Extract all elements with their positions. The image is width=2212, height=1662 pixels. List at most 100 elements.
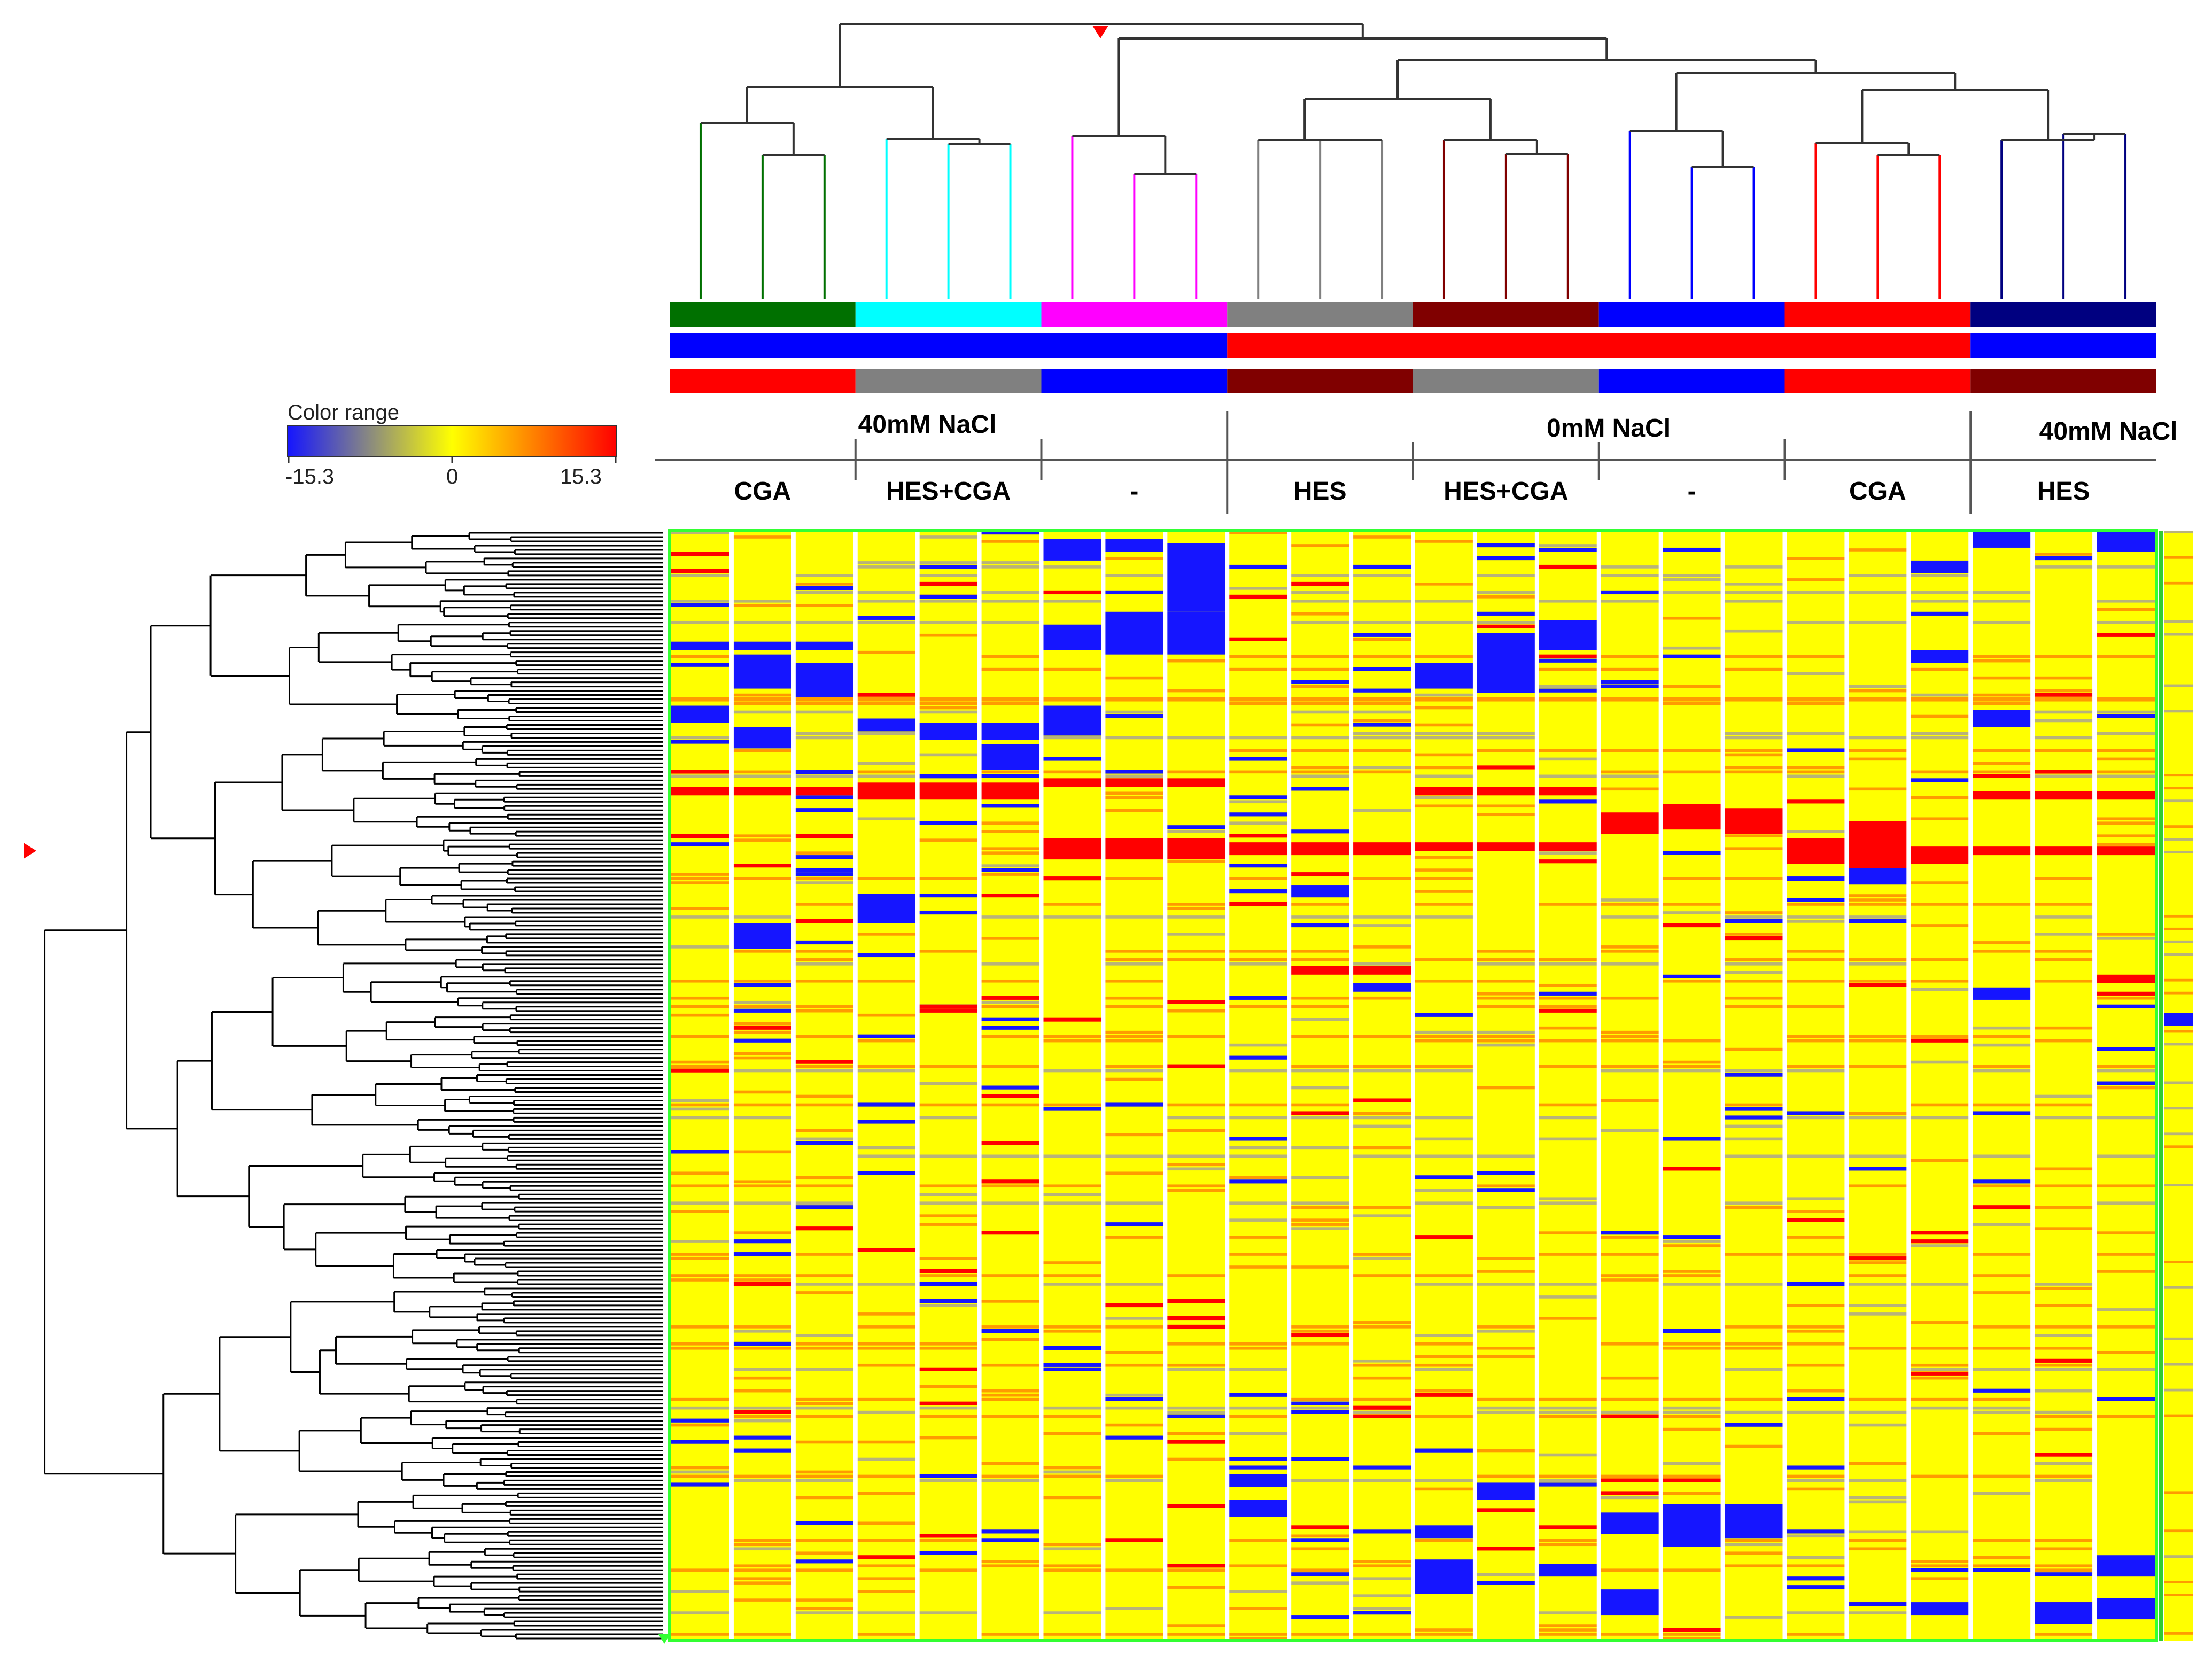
heatmap-cell xyxy=(1351,996,1413,1000)
heatmap-cell xyxy=(979,1231,1042,1235)
heatmap-cell xyxy=(855,770,918,774)
heatmap-cell xyxy=(1351,1465,1413,1470)
heatmap-cell xyxy=(1784,578,1847,581)
heatmap-cell xyxy=(670,1568,732,1572)
heatmap-cell xyxy=(1846,979,1909,983)
heatmap-cell xyxy=(1041,1346,1104,1350)
heatmap-cell xyxy=(1784,1304,1847,1307)
heatmap-cell xyxy=(1289,950,1352,953)
heatmap-cell xyxy=(979,894,1042,898)
heatmap-cell xyxy=(1846,1112,1909,1115)
heatmap-cell xyxy=(1536,1525,1599,1529)
heatmap-cell xyxy=(855,591,918,594)
heatmap-cell xyxy=(1970,770,2033,774)
heatmap-cell xyxy=(1784,620,1847,624)
heatmap-cell xyxy=(731,1568,794,1572)
heatmap-cell xyxy=(979,1085,1042,1090)
heatmap-cell xyxy=(793,1205,856,1209)
heatmap-cell xyxy=(1227,1179,1290,1184)
heatmap-cell xyxy=(670,774,732,778)
heatmap-cell xyxy=(1784,1397,1847,1401)
heatmap-cell xyxy=(1227,564,1290,569)
heatmap-cell xyxy=(979,1017,1042,1021)
heatmap-cell xyxy=(855,1171,918,1175)
heatmap-block xyxy=(1413,697,1475,702)
column-separator xyxy=(1225,531,1230,1641)
heatmap-block xyxy=(1103,838,1166,860)
heatmap-cell xyxy=(1041,1406,1104,1410)
heatmap-cell xyxy=(1908,1363,1971,1367)
side-strip-cell xyxy=(2164,1145,2193,1148)
heatmap-cell xyxy=(1227,902,1290,906)
heatmap-cell xyxy=(2032,1363,2095,1367)
heatmap-cell xyxy=(731,979,794,983)
heatmap-cell xyxy=(1289,829,1352,834)
heatmap-cell xyxy=(1722,591,1785,594)
heatmap-cell xyxy=(979,915,1042,919)
heatmap-cell xyxy=(1536,983,1599,987)
heatmap-cell xyxy=(855,1039,918,1043)
heatmap-block xyxy=(1041,624,1104,650)
heatmap-cell xyxy=(731,1415,794,1418)
heatmap-cell xyxy=(1536,1283,1599,1286)
heatmap-cell xyxy=(731,1069,794,1073)
heatmap-cell xyxy=(1165,860,1228,863)
heatmap-cell xyxy=(979,774,1042,778)
heatmap-cell xyxy=(1413,600,1475,603)
heatmap-cell xyxy=(1351,1376,1413,1380)
heatmap-cell xyxy=(2094,1081,2156,1085)
heatmap-cell xyxy=(1784,672,1847,675)
heatmap-cell xyxy=(1660,1039,1723,1043)
heatmap-cell xyxy=(793,702,856,705)
heatmap-cell xyxy=(1660,1060,1723,1064)
heatmap-cell xyxy=(1970,1253,2033,1256)
heatmap-cell xyxy=(1784,1410,1847,1414)
heatmap-cell xyxy=(1165,825,1228,829)
heatmap-cell xyxy=(793,1568,856,1572)
heatmap-cell xyxy=(1413,796,1475,799)
heatmap-cell xyxy=(1289,1330,1352,1333)
heatmap-cell xyxy=(1165,1163,1228,1167)
heatmap-cell xyxy=(731,1598,794,1602)
heatmap-cell xyxy=(2032,710,2095,714)
heatmap-cell xyxy=(793,710,856,714)
heatmap-cell xyxy=(670,603,732,607)
heatmap-cell xyxy=(979,540,1042,543)
heatmap-cell xyxy=(1103,1236,1166,1239)
heatmap-cell xyxy=(1536,600,1599,603)
heatmap-cell xyxy=(1103,714,1166,718)
heatmap-cell xyxy=(2032,903,2095,906)
heatmap-cell xyxy=(917,950,980,953)
heatmap-cell xyxy=(1227,1564,1290,1567)
heatmap-cell xyxy=(1165,1129,1228,1132)
side-strip-cell xyxy=(2164,1184,2193,1187)
heatmap-cell xyxy=(793,1035,856,1038)
heatmap-cell xyxy=(917,1474,980,1478)
heatmap-cell xyxy=(917,1346,980,1350)
heatmap-cell xyxy=(1165,1324,1228,1329)
heatmap-cell xyxy=(731,1274,794,1277)
heatmap-block xyxy=(670,705,732,723)
heatmap-cell xyxy=(1165,933,1228,936)
heatmap-cell xyxy=(1041,1154,1104,1158)
heatmap-block xyxy=(1784,838,1847,864)
heatmap-cell xyxy=(1413,1039,1475,1043)
salt-group-label: 40mM NaCl xyxy=(858,410,997,439)
heatmap-cell xyxy=(1041,1039,1104,1043)
heatmap-block xyxy=(1351,842,1413,856)
heatmap-cell xyxy=(1970,903,2033,906)
heatmap-cell xyxy=(1041,1547,1104,1551)
heatmap-cell xyxy=(1970,1179,2033,1184)
heatmap-block xyxy=(917,697,980,702)
heatmap-cell xyxy=(1289,600,1352,603)
heatmap-cell xyxy=(731,1419,794,1423)
heatmap-cell xyxy=(1351,1112,1413,1115)
heatmap-cell xyxy=(1784,920,1847,923)
heatmap-cell xyxy=(1970,655,2033,658)
heatmap-cell xyxy=(1474,804,1537,808)
heatmap-cell xyxy=(670,1099,732,1102)
heatmap-cell xyxy=(1908,1060,1971,1064)
heatmap-cell xyxy=(1598,996,1661,1000)
heatmap-cell xyxy=(1289,996,1352,1000)
heatmap-cell xyxy=(1227,1253,1290,1256)
